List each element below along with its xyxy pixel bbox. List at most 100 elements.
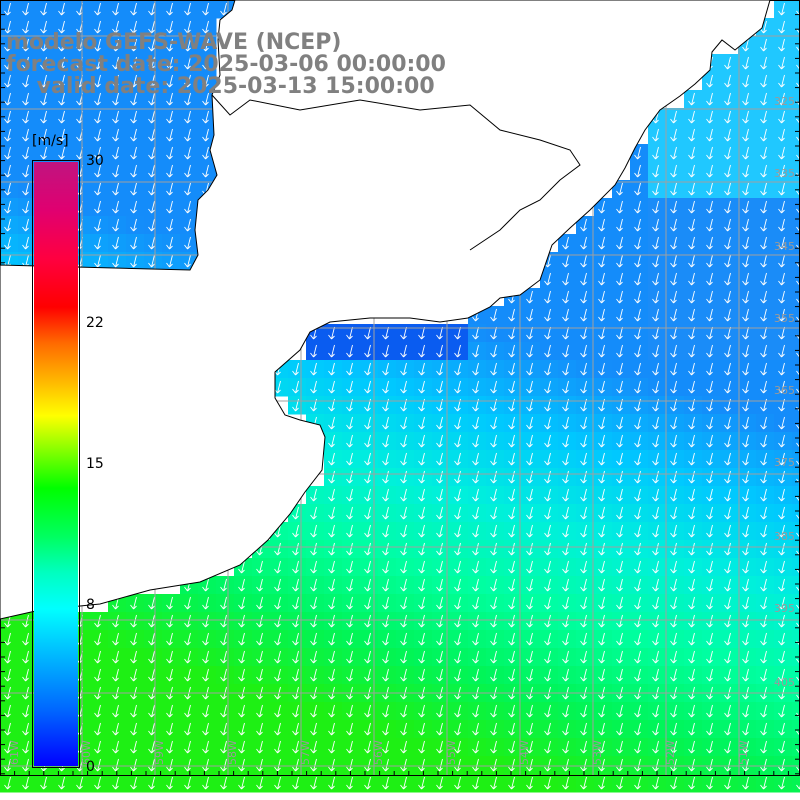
wind-arrow [184, 740, 191, 754]
wind-arrow [22, 38, 29, 52]
wind-arrow [40, 146, 47, 160]
wind-arrow [508, 362, 515, 376]
wind-arrow [202, 578, 209, 592]
wind-arrow [688, 488, 695, 502]
wind-arrow [580, 506, 587, 520]
wind-arrow [616, 596, 623, 610]
wind-arrow [490, 632, 497, 646]
wind-arrow [22, 2, 29, 16]
wind-arrow [94, 614, 101, 628]
wind-arrow [202, 92, 209, 106]
wind-arrow [238, 632, 245, 646]
wind-cell [792, 486, 800, 505]
wind-arrow [490, 722, 497, 736]
wind-arrow [688, 596, 695, 610]
wind-arrow [274, 614, 281, 628]
wind-arrow [652, 164, 659, 178]
wind-arrow [58, 74, 65, 88]
wind-arrow [598, 308, 605, 322]
wind-arrow [382, 542, 389, 556]
wind-arrow [166, 38, 173, 52]
wind-arrow [202, 128, 209, 142]
wind-arrow [310, 542, 317, 556]
wind-arrow [22, 758, 29, 772]
wind-arrow [742, 452, 749, 466]
wind-arrow [526, 542, 533, 556]
wind-arrow [706, 74, 713, 88]
wind-arrow [94, 56, 101, 70]
wind-arrow [688, 344, 695, 358]
wind-arrow [508, 542, 515, 556]
wind-arrow [760, 632, 767, 646]
wind-arrow [346, 344, 353, 358]
wind-arrow [652, 542, 659, 556]
wind-arrow [274, 542, 281, 556]
wind-arrow [184, 722, 191, 736]
wind-arrow [706, 758, 713, 772]
wind-arrow [760, 380, 767, 394]
wind-arrow [400, 650, 407, 664]
wind-arrow [436, 722, 443, 736]
wind-arrow [310, 704, 317, 718]
wind-arrow [490, 326, 497, 340]
wind-arrow [688, 182, 695, 196]
wind-arrow [436, 326, 443, 340]
wind-arrow [580, 452, 587, 466]
wind-arrow [580, 776, 587, 790]
wind-arrow [166, 650, 173, 664]
wind-arrow [634, 542, 641, 556]
wind-arrow [220, 740, 227, 754]
wind-arrow [796, 784, 800, 790]
wind-arrow [706, 146, 713, 160]
wind-arrow [670, 740, 677, 754]
wind-arrow [742, 56, 749, 70]
wind-arrow [454, 740, 461, 754]
wind-arrow [688, 110, 695, 124]
wind-arrow [328, 470, 335, 484]
wind-arrow [778, 740, 785, 754]
wind-arrow [778, 74, 785, 88]
wind-arrow [688, 128, 695, 142]
wind-arrow [454, 776, 461, 790]
wind-arrow [652, 272, 659, 286]
wind-arrow [724, 560, 731, 574]
wind-arrow [166, 92, 173, 106]
wind-arrow [760, 146, 767, 160]
wind-arrow [454, 416, 461, 430]
wind-arrow [436, 542, 443, 556]
wind-arrow [598, 452, 605, 466]
wind-arrow [562, 452, 569, 466]
wind-arrow [742, 524, 749, 538]
wind-arrow [742, 506, 749, 520]
wind-arrow [526, 524, 533, 538]
wind-arrow [94, 182, 101, 196]
wind-arrow [454, 434, 461, 448]
wind-cell [792, 252, 800, 271]
wind-arrow [778, 308, 785, 322]
wind-arrow [778, 92, 785, 106]
valid-date: valid date: 2025-03-13 15:00:00 [6, 74, 435, 99]
wind-arrow [580, 344, 587, 358]
wind-arrow [706, 236, 713, 250]
wind-arrow [706, 722, 713, 736]
wind-arrow [580, 254, 587, 268]
wind-arrow [616, 632, 623, 646]
wind-arrow [616, 488, 623, 502]
wind-arrow [670, 632, 677, 646]
wind-arrow [274, 758, 281, 772]
wind-arrow [184, 56, 191, 70]
wind-arrow [346, 326, 353, 340]
wind-arrow [130, 254, 137, 268]
wind-arrow [202, 614, 209, 628]
wind-arrow [670, 380, 677, 394]
wind-arrow [94, 218, 101, 232]
wind-arrow [598, 776, 605, 790]
wind-arrow [652, 596, 659, 610]
wind-arrow [184, 74, 191, 88]
wind-arrow [562, 272, 569, 286]
wind-arrow [652, 776, 659, 790]
wind-arrow [598, 506, 605, 520]
wind-arrow [544, 740, 551, 754]
wind-arrow [526, 578, 533, 592]
wind-arrow [436, 740, 443, 754]
